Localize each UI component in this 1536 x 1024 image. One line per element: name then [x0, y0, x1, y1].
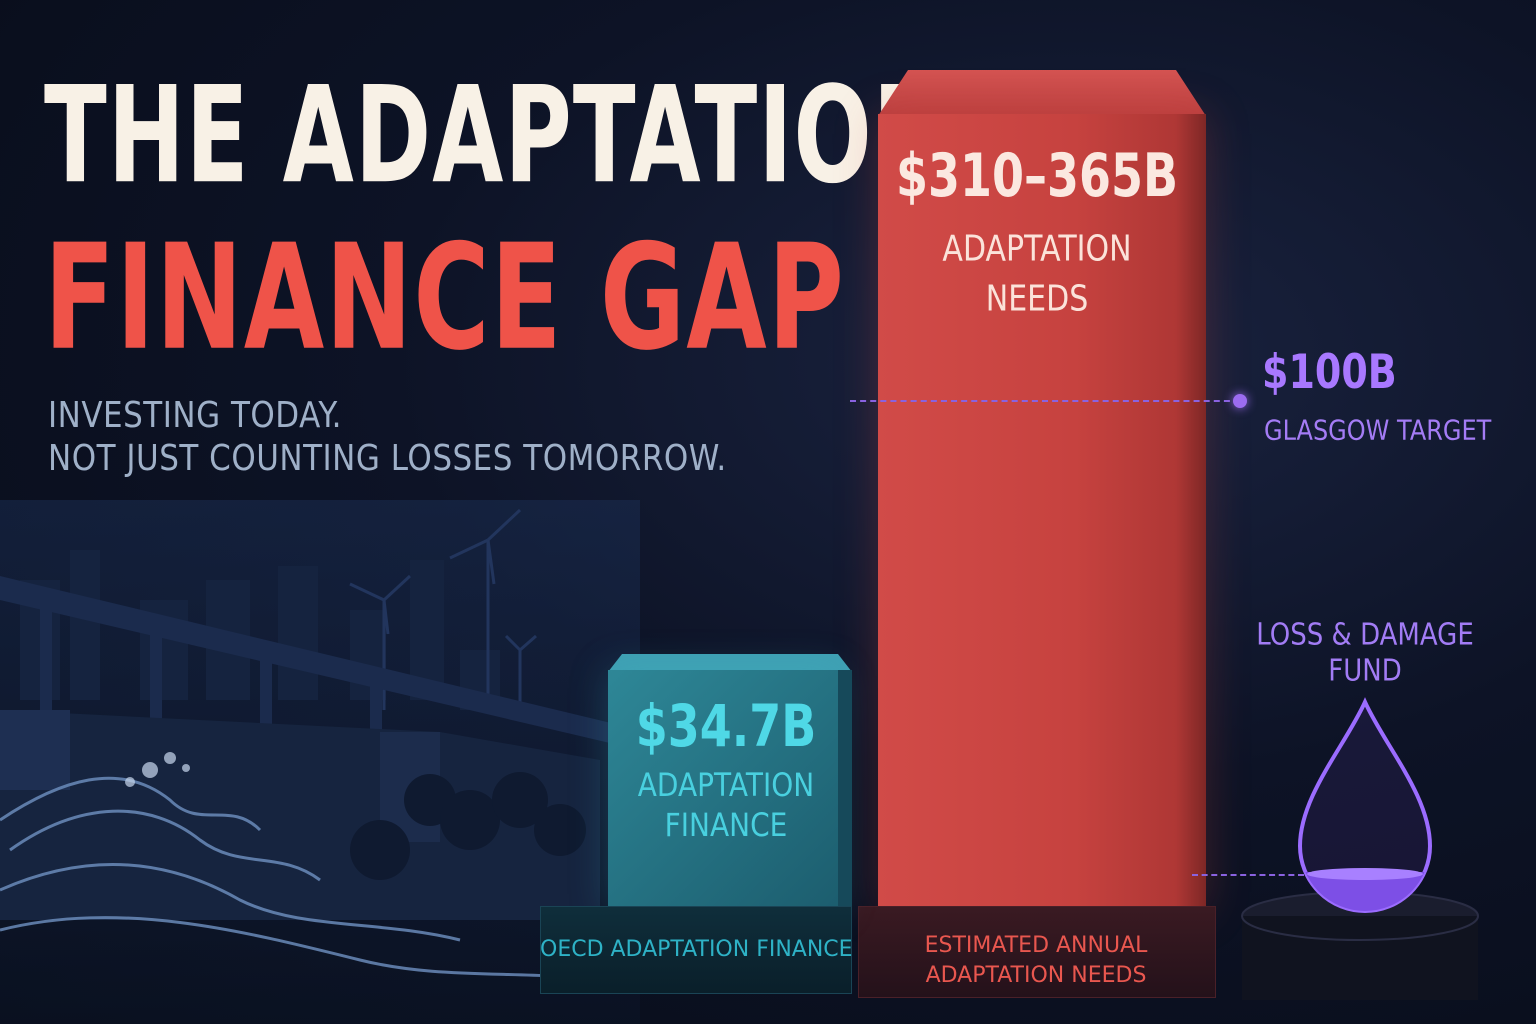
needs-base-label-line-1: ESTIMATED ANNUAL — [924, 933, 1148, 958]
finance-label-line-2: FINANCE — [664, 806, 788, 844]
finance-value: $34.7B — [635, 692, 817, 760]
finance-block-top — [608, 654, 852, 672]
glasgow-target-dot — [1233, 394, 1247, 408]
glasgow-target-value: $100B — [1262, 344, 1397, 399]
needs-label-line-1: ADAPTATION — [942, 228, 1132, 270]
droplet-icon — [1297, 697, 1433, 913]
needs-base — [858, 906, 1216, 998]
needs-block — [878, 114, 1206, 912]
needs-block-top — [878, 70, 1206, 116]
needs-value: $310–365B — [895, 140, 1179, 211]
loss-damage-label-line-2: FUND — [1328, 654, 1402, 689]
needs-base-label-line-2: ADAPTATION NEEDS — [925, 963, 1147, 988]
coastal-city-illustration — [0, 500, 640, 1024]
finance-block-side — [838, 670, 852, 912]
needs-label-line-2: NEEDS — [985, 278, 1089, 320]
subtitle-line-2: NOT JUST COUNTING LOSSES TOMORROW. — [48, 438, 727, 480]
glasgow-target-label: GLASGOW TARGET — [1264, 414, 1492, 447]
pedestal — [1241, 891, 1479, 1000]
loss-damage-line — [1192, 874, 1304, 876]
glasgow-target-line — [850, 400, 1240, 402]
finance-block — [608, 670, 838, 912]
loss-damage-label-line-1: LOSS & DAMAGE — [1256, 618, 1474, 653]
needs-block-side — [1176, 114, 1206, 912]
finance-base — [540, 906, 852, 994]
subtitle-line-1: INVESTING TODAY. — [48, 395, 342, 437]
title-line-2: FINANCE GAP — [44, 212, 845, 383]
finance-label-line-1: ADAPTATION — [637, 766, 815, 804]
title-line-1: THE ADAPTATION — [44, 58, 951, 214]
finance-base-label: OECD ADAPTATION FINANCE — [540, 937, 853, 962]
